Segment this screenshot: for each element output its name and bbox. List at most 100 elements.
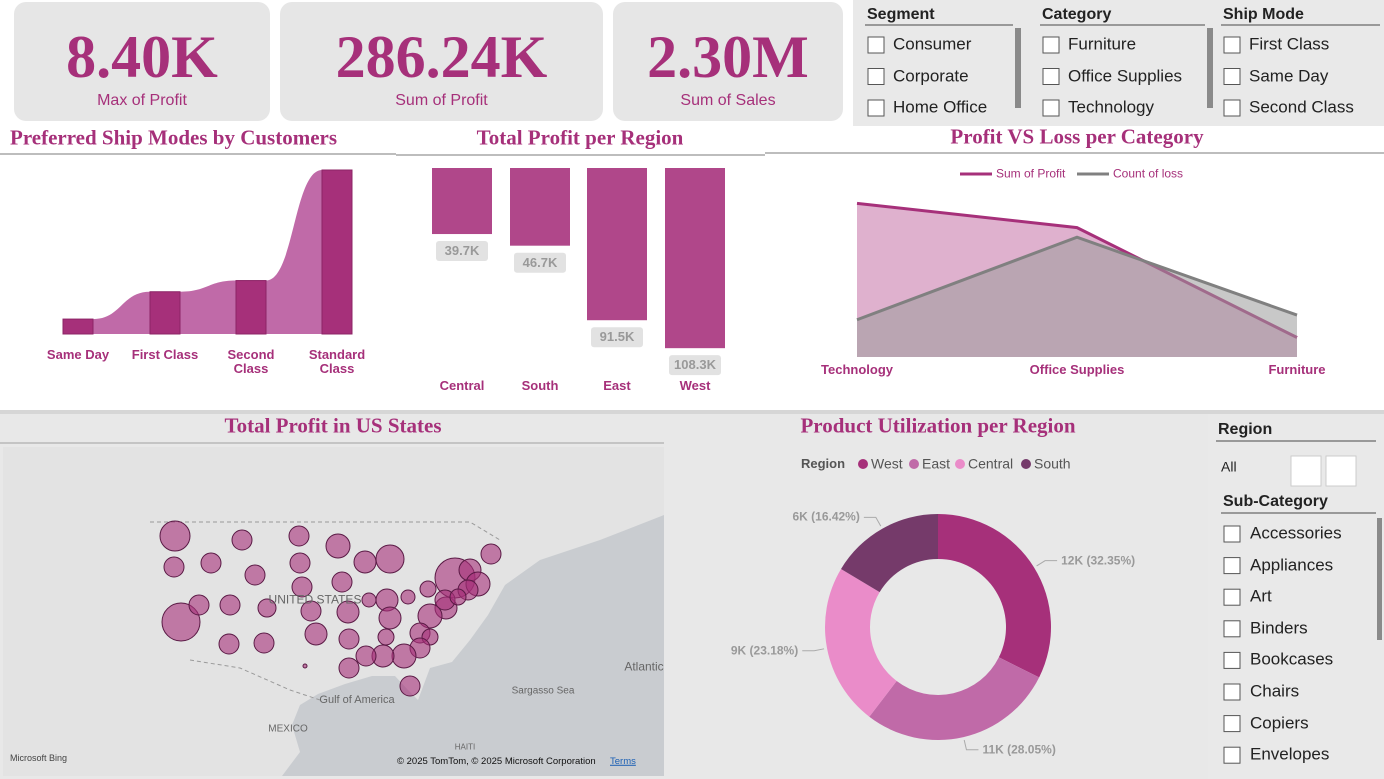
legend-swatch: [955, 459, 965, 469]
checkbox[interactable]: [1042, 99, 1060, 117]
map-terms[interactable]: Terms: [610, 755, 636, 767]
checkbox[interactable]: [1223, 746, 1241, 764]
scrollbar[interactable]: [1207, 28, 1213, 108]
map-bubble: [480, 543, 502, 565]
slicer-item[interactable]: Corporate: [893, 66, 969, 86]
map-bubble: [163, 556, 185, 578]
map-label: HAITI: [454, 742, 476, 752]
checkbox[interactable]: [1042, 36, 1060, 54]
slicer-item[interactable]: Appliances: [1250, 555, 1334, 575]
checkbox[interactable]: [1223, 557, 1241, 575]
data-label: 91.5K: [599, 329, 635, 345]
checkbox[interactable]: [1223, 68, 1241, 85]
slicer-title: Ship Mode: [1223, 6, 1304, 24]
checkbox[interactable]: [1042, 68, 1060, 85]
kpi-card: [14, 2, 270, 121]
map-label: Atlantic: [624, 659, 664, 674]
scrollbar[interactable]: [1015, 28, 1021, 108]
checkbox[interactable]: [867, 99, 885, 117]
slicer-item[interactable]: Envelopes: [1250, 744, 1330, 764]
map-bubble: [338, 657, 360, 679]
data-label-bg: [514, 252, 566, 273]
slicer-item[interactable]: Bookcases: [1250, 650, 1334, 670]
slicer-item[interactable]: Office Supplies: [1068, 66, 1183, 86]
kpi-card: [613, 2, 843, 121]
legend-swatch: [1021, 459, 1031, 469]
map-label: UNITED STATES: [268, 592, 362, 607]
checkbox[interactable]: [867, 36, 885, 54]
map-border: [150, 521, 501, 541]
data-label-bg: [669, 355, 721, 376]
bar: [235, 280, 267, 335]
donut-slice: [869, 657, 1040, 740]
kpi-label: Max of Profit: [97, 92, 187, 110]
slicer-item[interactable]: Accessories: [1250, 523, 1342, 543]
checkbox[interactable]: [1223, 36, 1241, 54]
x-tick-label: First Class: [131, 347, 199, 362]
x-tick-label: Office Supplies: [1029, 361, 1125, 377]
checkbox[interactable]: [1223, 651, 1241, 669]
slicer-item[interactable]: Consumer: [893, 34, 972, 54]
data-label: 108.3K: [674, 357, 716, 373]
filter-button[interactable]: [1290, 455, 1322, 487]
slicer-panel: [853, 0, 1384, 126]
slicer-item[interactable]: Art: [1250, 586, 1272, 606]
chart-title: Product Utilization per Region: [800, 413, 1076, 438]
kpi-value: 286.24K: [335, 24, 548, 90]
legend-label[interactable]: Count of loss: [1113, 166, 1184, 181]
map-attribution: © 2025 TomTom, © 2025 Microsoft Corporat…: [397, 755, 596, 767]
map-bubble: [200, 552, 222, 574]
map-bubble: [325, 533, 351, 559]
map-label: MEXICO: [268, 723, 308, 735]
expand-button[interactable]: [1325, 455, 1357, 487]
dropdown-value[interactable]: All: [1221, 458, 1237, 475]
checkbox[interactable]: [1223, 99, 1241, 117]
slicer-item[interactable]: Copiers: [1250, 713, 1309, 733]
x-tick-label: Standard Class: [308, 347, 366, 377]
map-bubble: [304, 622, 328, 646]
checkbox[interactable]: [1223, 683, 1241, 701]
map-bubble: [291, 576, 313, 598]
data-label: 39.7K: [444, 242, 480, 258]
legend-label[interactable]: West: [871, 455, 903, 472]
divider: [0, 410, 1384, 414]
map-bubble: [331, 571, 353, 593]
slicer-item[interactable]: Same Day: [1249, 66, 1329, 86]
kpi-label: Sum of Profit: [395, 92, 488, 110]
legend-label[interactable]: Sum of Profit: [996, 166, 1066, 181]
checkbox[interactable]: [1223, 620, 1241, 638]
data-label: 11K (28.05%): [982, 742, 1056, 757]
bar: [510, 168, 570, 246]
scrollbar[interactable]: [1377, 518, 1382, 640]
map-label: Sargasso Sea: [511, 685, 575, 697]
data-label: 9K (23.18%): [730, 643, 799, 658]
map-bubble: [257, 598, 277, 618]
slicer-item[interactable]: Home Office: [893, 97, 988, 117]
checkbox[interactable]: [1223, 525, 1241, 543]
leader-line: [863, 516, 882, 527]
checkbox[interactable]: [1223, 588, 1241, 606]
map-bubble: [419, 580, 437, 598]
x-tick-label: Central: [439, 377, 485, 393]
donut-slice: [825, 568, 897, 717]
slicer-item[interactable]: Chairs: [1250, 681, 1300, 701]
donut-slice: [938, 514, 1051, 678]
slicer-item[interactable]: Second Class: [1249, 97, 1354, 117]
slicer-item[interactable]: Technology: [1068, 97, 1155, 117]
slicer-item[interactable]: Furniture: [1068, 34, 1137, 54]
leader-line: [1036, 560, 1058, 567]
slicer-item[interactable]: Binders: [1250, 618, 1308, 638]
x-tick-label: East: [603, 377, 631, 393]
slicer-item[interactable]: First Class: [1249, 34, 1330, 54]
legend-label[interactable]: Central: [968, 455, 1014, 472]
x-tick-label: West: [679, 377, 711, 393]
map-label: Gulf of America: [319, 693, 395, 706]
checkbox[interactable]: [1223, 715, 1241, 733]
kpi-value: 8.40K: [66, 24, 218, 90]
legend-label[interactable]: South: [1034, 455, 1071, 472]
checkbox[interactable]: [867, 68, 885, 85]
bar: [62, 318, 94, 335]
chart-title: Preferred Ship Modes by Customers: [10, 125, 338, 150]
legend-label[interactable]: East: [922, 455, 951, 472]
slicer-title: Sub-Category: [1223, 493, 1328, 511]
